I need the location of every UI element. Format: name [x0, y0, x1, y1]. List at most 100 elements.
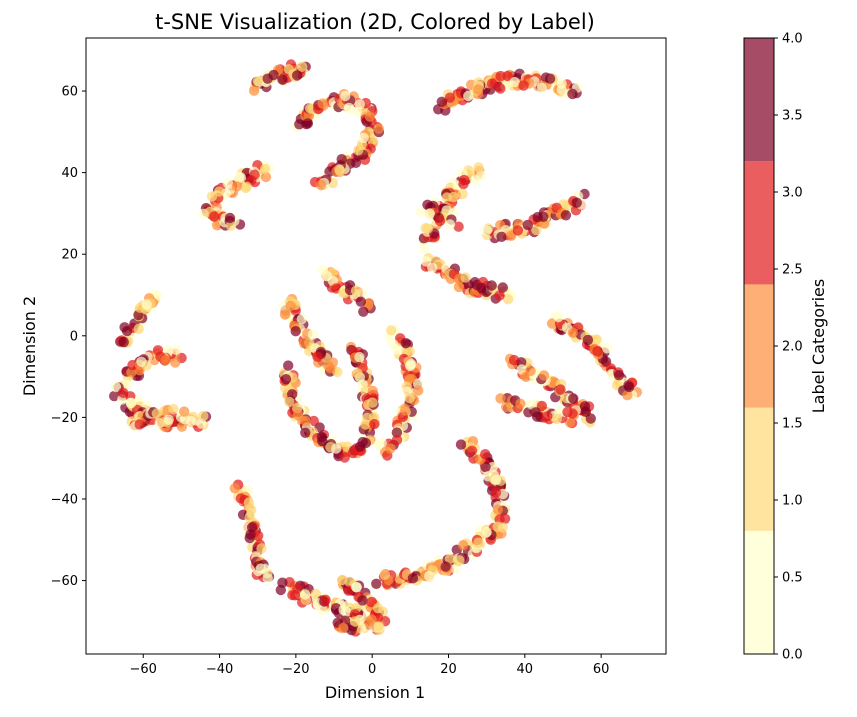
- scatter-point: [613, 370, 625, 381]
- scatter-point: [555, 384, 566, 395]
- scatter-point: [296, 61, 308, 72]
- scatter-point: [371, 578, 382, 589]
- scatter-point: [544, 73, 556, 84]
- colorbar-tick-label: 3.0: [782, 186, 803, 201]
- x-tick-label: −40: [206, 662, 233, 677]
- scatter-point: [292, 409, 304, 421]
- scatter-point: [536, 82, 547, 94]
- scatter-point: [317, 264, 329, 276]
- scatter-point: [255, 563, 267, 574]
- scatter-point: [564, 417, 576, 428]
- scatter-point: [450, 563, 461, 574]
- scatter-point: [334, 165, 346, 176]
- scatter-point: [302, 118, 313, 129]
- scatter-point: [515, 398, 526, 409]
- scatter-point: [325, 363, 336, 374]
- x-axis: −60 −40 −20 0 20 40 60: [130, 654, 610, 677]
- y-tick-label: 0: [70, 329, 78, 344]
- scatter-point: [358, 306, 369, 317]
- y-tick-label: −40: [51, 492, 78, 507]
- x-tick-label: 0: [368, 662, 376, 677]
- scatter-point: [280, 374, 292, 385]
- colorbar-bin: [744, 161, 774, 285]
- colorbar-bin: [744, 530, 774, 654]
- scatter-points: [109, 59, 643, 637]
- scatter-point: [160, 355, 171, 366]
- colorbar-tick-label: 3.5: [782, 109, 803, 124]
- scatter-point: [379, 569, 391, 580]
- scatter-point: [369, 418, 380, 430]
- colorbar: 0.0 0.5 1.0 1.5 2.0 2.5 3.0 3.5 4.0: [743, 32, 803, 663]
- scatter-point: [231, 181, 243, 192]
- scatter-point: [404, 346, 415, 357]
- scatter-point: [580, 406, 591, 417]
- colorbar-tick-label: 1.5: [782, 417, 803, 432]
- scatter-point: [404, 393, 415, 404]
- x-tick-label: −60: [130, 662, 157, 677]
- scatter-point: [248, 85, 260, 96]
- scatter-point: [592, 346, 603, 357]
- scatter-point: [308, 415, 319, 427]
- scatter-point: [385, 443, 396, 454]
- scatter-point: [501, 401, 512, 413]
- scatter-point: [225, 220, 237, 231]
- scatter-point: [536, 400, 548, 412]
- scatter-point: [512, 225, 524, 236]
- scatter-point: [283, 360, 294, 371]
- scatter-point: [525, 365, 536, 377]
- scatter-point: [590, 335, 601, 346]
- scatter-point: [340, 606, 352, 617]
- scatter-point: [296, 314, 307, 325]
- scatter-point: [350, 285, 362, 296]
- scatter-point: [476, 170, 487, 181]
- scatter-point: [214, 186, 225, 197]
- scatter-point: [312, 351, 323, 362]
- colorbar-tick-label: 2.5: [782, 263, 803, 278]
- scatter-point: [457, 188, 468, 200]
- x-tick-label: 60: [593, 662, 610, 677]
- scatter-point: [386, 325, 397, 336]
- scatter-point: [400, 338, 411, 349]
- scatter-point: [279, 309, 291, 320]
- y-tick-label: −60: [51, 574, 78, 589]
- scatter-point: [494, 290, 505, 301]
- scatter-point: [298, 338, 310, 349]
- scatter-point: [364, 111, 376, 122]
- scatter-point: [141, 299, 152, 310]
- scatter-point: [473, 537, 484, 548]
- scatter-point: [480, 449, 491, 460]
- scatter-point: [125, 397, 137, 409]
- scatter-point: [551, 413, 562, 425]
- scatter-point: [406, 359, 417, 370]
- scatter-point: [284, 396, 295, 407]
- scatter-point: [121, 379, 132, 390]
- scatter-point: [259, 163, 271, 175]
- colorbar-tick-label: 0.0: [782, 648, 803, 663]
- scatter-point: [601, 343, 613, 354]
- chart-title: t-SNE Visualization (2D, Colored by Labe…: [155, 10, 595, 34]
- colorbar-bin: [744, 407, 774, 531]
- scatter-point: [294, 119, 305, 130]
- scatter-point: [252, 76, 264, 87]
- scatter-point: [473, 84, 484, 95]
- scatter-point: [481, 526, 492, 538]
- scatter-point: [392, 344, 403, 355]
- scatter-point: [497, 522, 508, 533]
- scatter-point: [246, 522, 258, 533]
- x-tick-label: 20: [440, 662, 457, 677]
- scatter-point: [463, 90, 474, 102]
- scatter-point: [444, 92, 456, 103]
- scatter-point: [490, 487, 502, 498]
- x-tick-label: 40: [517, 662, 534, 677]
- scatter-point: [256, 543, 267, 554]
- scatter-point: [622, 390, 633, 401]
- colorbar-bin: [744, 284, 774, 408]
- plot-frame: [85, 37, 667, 655]
- scatter-point: [317, 98, 328, 109]
- scatter-point: [343, 102, 355, 114]
- scatter-point: [542, 411, 553, 422]
- scatter-point: [234, 171, 245, 183]
- scatter-point: [133, 323, 144, 335]
- scatter-point: [366, 614, 377, 625]
- scatter-point: [407, 573, 419, 584]
